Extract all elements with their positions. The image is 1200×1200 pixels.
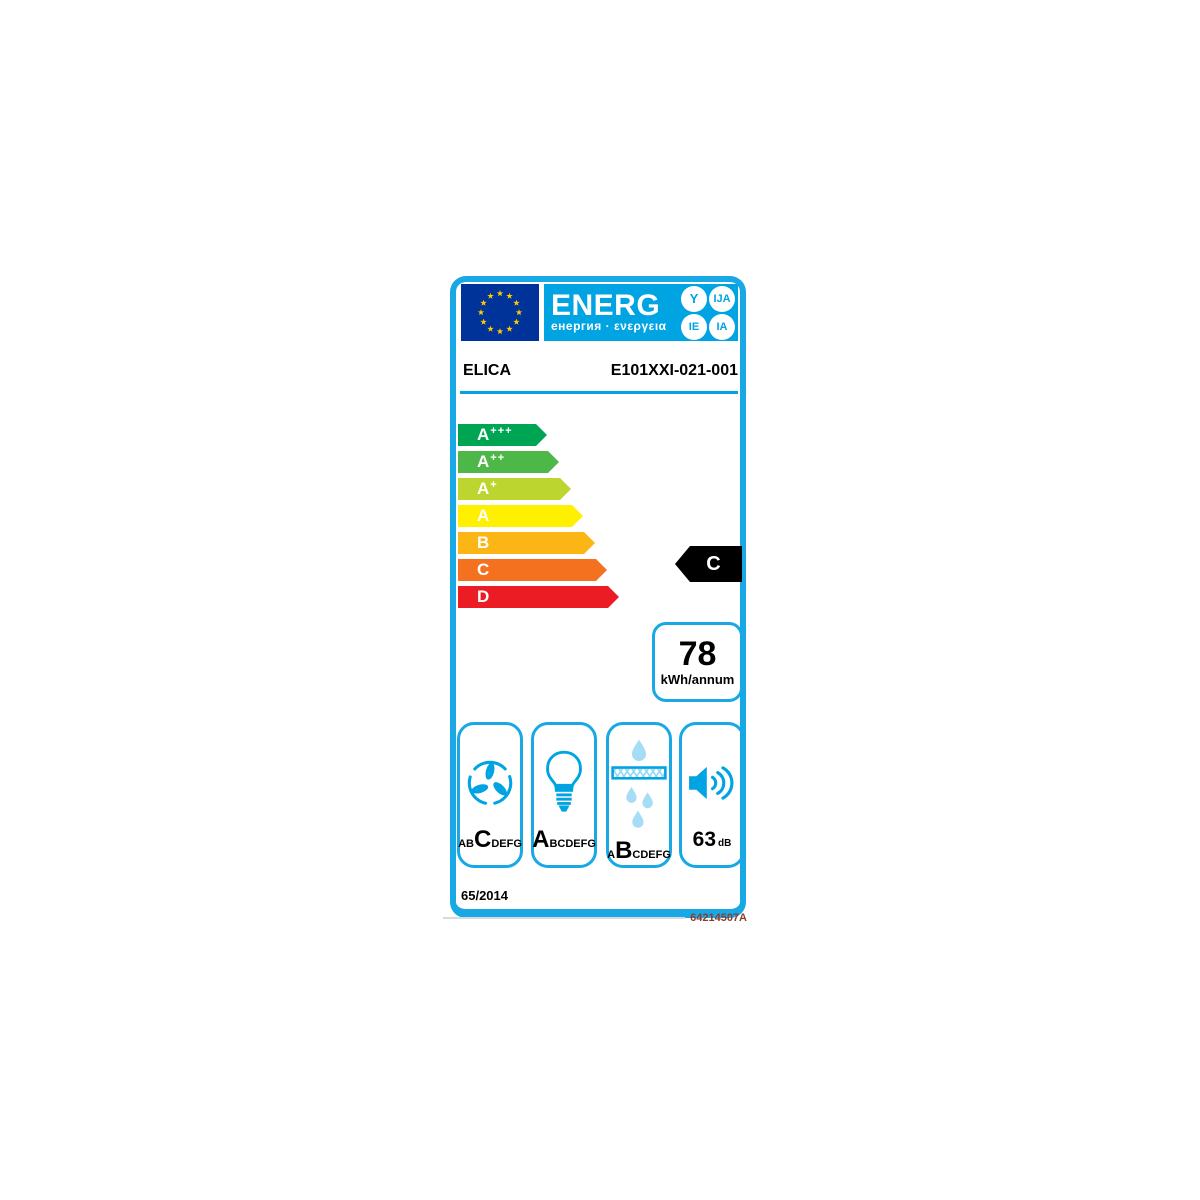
bulb-icon	[546, 750, 582, 812]
class-suffix: DEFG	[491, 838, 522, 850]
scale-grade: B	[477, 533, 490, 552]
grease-filter-efficiency-box: ABCDEFG	[606, 722, 672, 868]
energy-unit: kWh/annum	[660, 672, 735, 687]
scale-arrow-c: C	[458, 559, 607, 581]
model-identifier: E101XXI-021-001	[610, 362, 738, 379]
noise-level: 63 dB	[693, 828, 732, 856]
scale-arrow-a3: A +++	[458, 424, 547, 446]
rating-class-letter: C	[706, 552, 721, 575]
lighting-efficiency-box: ABCDEFG	[531, 722, 597, 868]
speaker-icon	[689, 765, 734, 800]
class-letter: A	[532, 826, 550, 853]
energ-logo-text: ENERG	[551, 289, 661, 322]
energ-suffix-ie: IE	[681, 313, 707, 340]
scale-plus: +	[490, 479, 498, 491]
scale-arrow-d: D	[458, 586, 619, 608]
scale-grade: C	[477, 560, 490, 579]
scale-arrow-a1: A +	[458, 478, 571, 500]
fan-icon	[467, 760, 513, 805]
filter-icon	[611, 739, 667, 828]
scale-grade: A	[477, 452, 490, 471]
class-letter: B	[615, 837, 633, 864]
scale-arrow-a2: A ++	[458, 451, 559, 473]
efficiency-scale: A +++ A ++ A + A B C D	[458, 424, 619, 613]
scale-grade: D	[477, 587, 490, 606]
scale-grade: A	[477, 479, 490, 498]
class-suffix: BCDEFG	[549, 838, 596, 850]
energ-language-suffixes: Y IJA IE IA	[681, 285, 735, 340]
energ-suffix-y: Y	[681, 285, 707, 312]
separator-line	[460, 391, 738, 394]
rating-class-arrow: C	[675, 546, 742, 582]
energy-value: 78	[678, 635, 717, 673]
fluid-dynamic-efficiency-box: ABCDEFG	[457, 722, 523, 868]
energ-logo: ENERG енергия · ενεργεια Y IJA IE IA	[544, 284, 738, 341]
energ-logo-subtitle: енергия · ενεργεια	[551, 319, 667, 333]
scale-arrow-b: B	[458, 532, 595, 554]
class-prefix: AB	[458, 838, 474, 850]
class-letter: C	[474, 826, 492, 853]
lighting-class: ABCDEFG	[532, 828, 596, 856]
supplier-name: ELICA	[463, 362, 511, 379]
document-footer: 64214507A	[443, 912, 747, 924]
scale-plus: +++	[490, 425, 513, 437]
noise-unit: dB	[718, 838, 732, 849]
fluid-dynamic-class: ABCDEFG	[458, 828, 522, 856]
scale-plus: ++	[490, 452, 506, 464]
footer-divider	[443, 917, 686, 919]
scale-grade: A	[477, 506, 490, 525]
annual-energy-box: 78 kWh/annum	[652, 622, 743, 702]
energ-suffix-ia: IA	[709, 313, 735, 340]
scale-grade: A	[477, 425, 490, 444]
class-prefix: A	[607, 849, 616, 861]
eu-energy-label: ENERG енергия · ενεργεια Y IJA IE IA ELI…	[450, 276, 746, 918]
energ-suffix-ija: IJA	[709, 285, 735, 312]
noise-box: 63 dB	[679, 722, 745, 868]
noise-value: 63	[692, 828, 716, 851]
regulation-number: 65/2014	[461, 888, 508, 903]
label-header: ENERG енергия · ενεργεια Y IJA IE IA	[461, 284, 738, 341]
eu-flag-icon	[461, 284, 539, 341]
brand-row: ELICA E101XXI-021-001	[463, 362, 738, 380]
class-suffix: CDEFG	[632, 849, 671, 861]
document-number: 64214507A	[690, 912, 747, 924]
grease-filter-class: ABCDEFG	[607, 839, 671, 867]
scale-arrow-a: A	[458, 505, 583, 527]
